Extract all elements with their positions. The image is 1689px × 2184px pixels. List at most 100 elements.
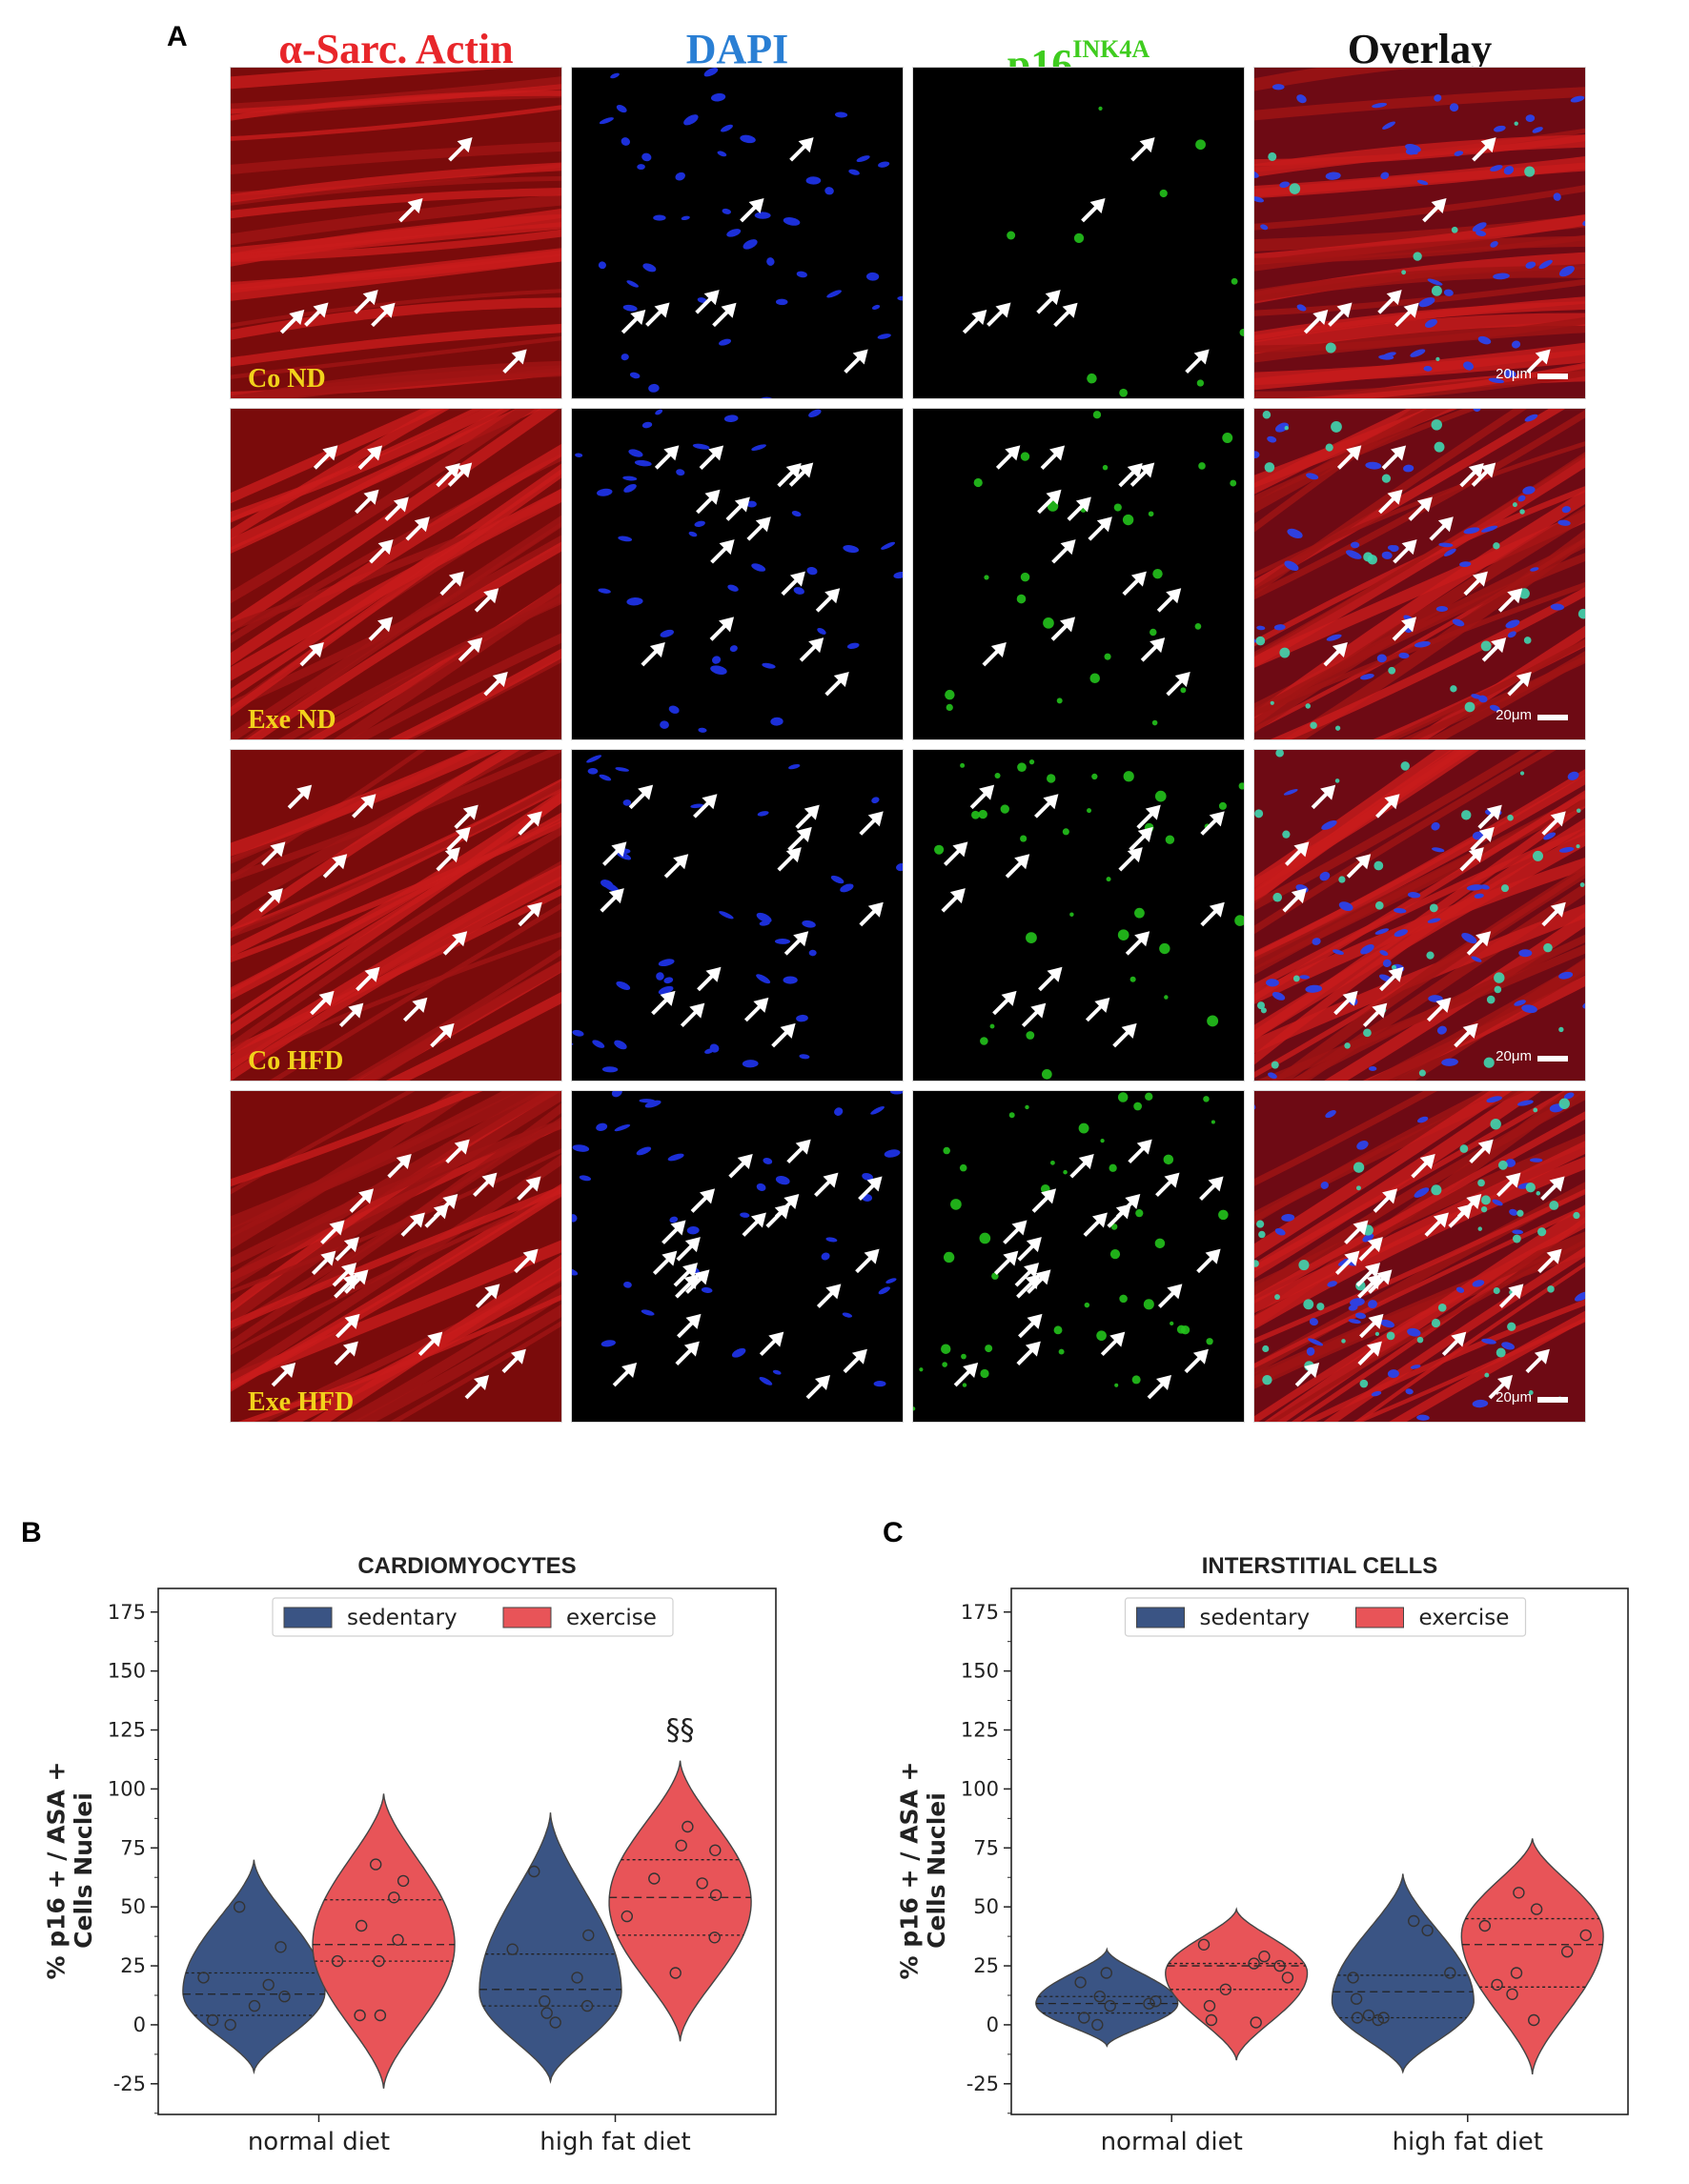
scale-bar-line [1537,715,1568,720]
y-tick-label: 100 [108,1777,146,1800]
arrow-marker [436,847,460,872]
arrow-marker [783,931,809,956]
data-point [1530,1903,1543,1915]
arrow-marker [1284,841,1310,866]
data-point [528,1865,540,1878]
arrow-marker [1107,1203,1131,1228]
arrow-marker [645,302,670,327]
data-point [206,2013,219,2027]
arrow-marker [1362,1002,1388,1028]
arrow-marker [1069,1154,1094,1179]
data-point [709,1844,722,1857]
data-point [1527,2013,1540,2027]
arrow-marker [369,539,394,564]
arrow-marker [1472,137,1496,162]
arrow-marker [746,516,771,541]
arrow-marker [1053,302,1078,328]
arrow-marker [858,1176,883,1201]
arrow-marker [1005,854,1030,879]
arrow-marker [501,1348,526,1374]
legend-swatch [502,1607,552,1628]
arrow-marker [447,462,473,487]
arrow-marker [799,637,824,662]
arrow-marker [518,811,542,836]
arrow-marker [1526,349,1551,374]
scale-bar: 20μm [1496,1049,1568,1063]
arrow-marker [1466,931,1492,956]
column-header-overlay-text: Overlay [1347,26,1493,72]
data-point [1444,1967,1456,1979]
micrograph-r3-c4: 20μm [1253,749,1586,1082]
micrograph-image [231,1091,561,1422]
scale-bar: 20μm [1496,1390,1568,1405]
data-point [1478,1919,1492,1932]
data-point [354,2009,366,2022]
arrow-marker [814,1172,839,1198]
arrow-marker [1140,637,1166,662]
y-axis-label-line: % p16 + / ASA + [42,1762,70,1980]
arrow-marker [740,197,764,223]
arrow-marker [1323,641,1348,667]
arrow-marker [1003,1220,1028,1244]
arrow-marker [969,784,995,810]
legend-box [272,1597,674,1637]
arrow-marker [759,1331,784,1357]
scale-bar-line [1537,1056,1568,1062]
arrow-marker [517,1176,541,1201]
data-point [1579,1929,1592,1942]
scale-bar-line [1537,1397,1568,1403]
micrograph-r2-c4: 20μm [1253,408,1586,740]
legend: sedentary exercise [272,1597,674,1637]
x-tick-label: normal diet [1101,2128,1243,2156]
micrograph-r4-c2 [571,1090,904,1423]
arrow-marker [805,1375,830,1400]
micrograph-r4-c4: 20μm [1253,1090,1586,1423]
data-point [708,1931,721,1944]
arrow-marker [995,445,1021,470]
scale-bar-text: 20μm [1496,1048,1532,1064]
arrow-marker [1088,516,1112,541]
micrograph-r1-c4: 20μm [1253,67,1586,399]
panel-label-b: B [21,1517,42,1548]
panel-label-a: A [167,21,188,52]
arrow-marker [354,290,378,314]
data-point [1513,1887,1525,1899]
scale-bar: 20μm [1496,708,1568,722]
arrow-marker [1282,888,1307,913]
arrow-marker [1122,571,1147,597]
arrow-marker [400,1212,425,1237]
arrow-marker [1155,1172,1180,1198]
arrow-marker [742,1212,766,1237]
x-tick-label: high fat diet [539,2128,690,2156]
arrow-marker [1408,496,1433,521]
arrow-marker [1112,1022,1137,1048]
arrow-marker [446,826,471,852]
arrow-marker [357,445,383,470]
y-tick-label: 0 [987,2013,999,2036]
legend-swatch [1355,1607,1404,1628]
legend-label: sedentary [1200,1606,1311,1630]
column-header-actin: α-Sarc. Actin [230,23,562,76]
micrograph-image [913,750,1244,1081]
arrow-marker [1129,826,1153,852]
column-header-dapi-text: DAPI [685,26,789,72]
arrow-marker [1200,811,1225,836]
data-point [1219,1983,1232,1996]
data-point [275,1941,287,1953]
arrow-marker [1424,1212,1449,1237]
arrow-marker [1014,1263,1040,1287]
arrow-marker [1481,637,1507,662]
chart-title: CARDIOMYOCYTES [357,1553,576,1579]
arrow-marker [311,1250,336,1275]
y-axis-label-line: Cells Nuclei [923,1792,950,1949]
violin-sedentary-2 [478,1812,622,2085]
violin-exercise-1 [1165,1907,1309,2061]
arrow-marker [1469,1139,1494,1164]
micrograph-image [231,750,561,1081]
arrow-marker [1357,1341,1382,1366]
arrow-marker [816,1284,842,1308]
data-point [1205,2013,1218,2027]
y-axis-label: % p16 + / ASA +Cells Nuclei [42,1762,97,1980]
y-tick-label: -25 [113,2073,146,2095]
